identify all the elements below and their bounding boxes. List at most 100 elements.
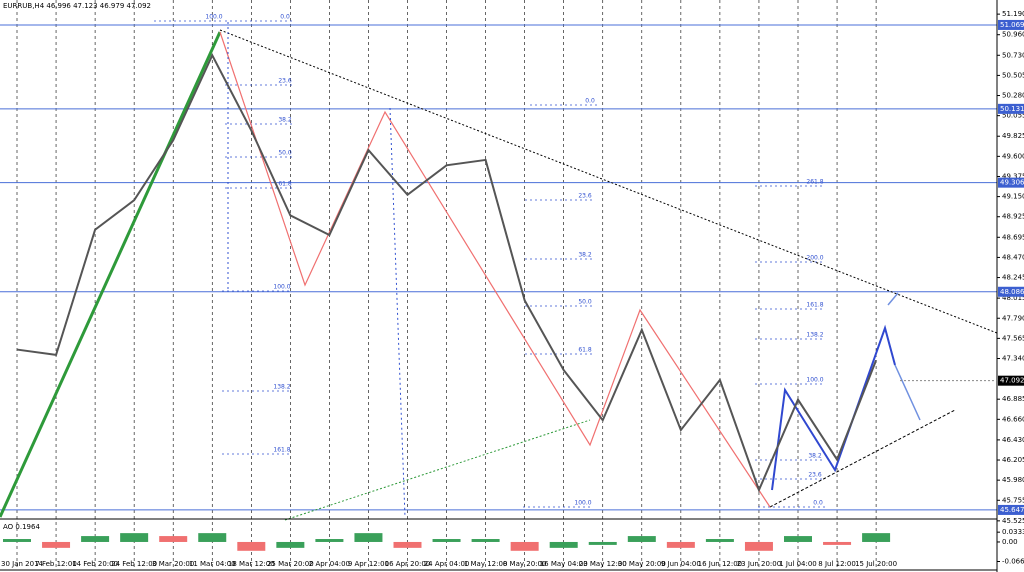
fib-label: 23.6 xyxy=(278,78,292,85)
x-tick-label: 7 Feb 12:00 xyxy=(35,560,76,568)
indicator-tick-label: -0.0663 xyxy=(1002,557,1024,565)
y-tick-label: 50.730 xyxy=(1002,51,1024,59)
x-tick-label: 16 Jun 12:00 xyxy=(698,560,742,568)
level-box xyxy=(998,504,1024,515)
x-tick-label: 15 Jul 20:00 xyxy=(855,560,897,568)
indicator-title: AO 0.1964 xyxy=(3,523,40,531)
trend-line xyxy=(219,29,998,334)
indicator-bar xyxy=(784,536,812,542)
fib-label: 100.0 xyxy=(205,14,222,21)
x-tick-label: 3 Mar 20:00 xyxy=(152,560,194,568)
projection-arrow xyxy=(887,292,899,306)
fib-label: 0.0 xyxy=(585,98,595,105)
fib-label: 50.0 xyxy=(578,299,592,306)
fib-label: 261.8 xyxy=(806,179,823,186)
y-tick-label: 49.375 xyxy=(1002,172,1024,180)
y-tick-label: 47.340 xyxy=(1002,355,1024,363)
level-box xyxy=(998,103,1024,114)
y-tick-label: 48.925 xyxy=(1002,213,1024,221)
level-label: 49.306 xyxy=(1000,179,1024,187)
indicator-bar xyxy=(315,539,344,542)
fib-line xyxy=(389,107,406,518)
y-tick-label: 50.960 xyxy=(1002,31,1024,39)
indicator-bar xyxy=(823,541,852,545)
level-label: 51.069 xyxy=(1000,21,1024,29)
fib-label: 100.0 xyxy=(806,377,823,384)
indicator-bar xyxy=(705,539,734,542)
trend-line xyxy=(0,31,222,518)
level-label: 50.131 xyxy=(1000,105,1024,113)
x-tick-label: 23 May 12:00 xyxy=(579,560,627,568)
y-tick-label: 48.015 xyxy=(1002,294,1024,302)
x-tick-label: 25 Mar 20:00 xyxy=(267,560,314,568)
x-tick-label: 18 Mar 12:00 xyxy=(228,560,275,568)
fib-label: 61.8 xyxy=(578,347,592,354)
indicator-bar xyxy=(3,539,31,542)
y-tick-label: 48.245 xyxy=(1002,274,1024,282)
projection-arrow xyxy=(894,364,921,421)
y-tick-label: 49.825 xyxy=(1002,132,1024,140)
x-tick-label: 2 Apr 04:00 xyxy=(309,560,350,568)
indicator-bar xyxy=(393,541,422,548)
fib-label: 61.8 xyxy=(278,181,292,188)
indicator-bar xyxy=(237,541,266,551)
level-box xyxy=(998,177,1024,188)
x-tick-label: 24 Apr 04:00 xyxy=(424,560,470,568)
x-tick-label: 16 Apr 20:00 xyxy=(385,560,431,568)
indicator-bar xyxy=(198,533,227,542)
x-tick-label: 30 Jan 2014 xyxy=(1,560,44,568)
current-price-label: 47.092 xyxy=(1000,377,1024,385)
y-tick-label: 46.885 xyxy=(1002,395,1024,403)
indicator-bar xyxy=(42,541,71,548)
y-tick-label: 50.280 xyxy=(1002,92,1024,100)
y-tick-label: 51.190 xyxy=(1002,10,1024,18)
chart-title: EURRUB,H4 46.996 47.123 46.979 47.092 xyxy=(3,2,151,10)
y-tick-label: 45.525 xyxy=(1002,517,1024,525)
y-tick-label: 46.430 xyxy=(1002,436,1024,444)
y-tick-label: 46.205 xyxy=(1002,456,1024,464)
x-tick-label: 16 May 04:00 xyxy=(540,560,588,568)
analysis-objects xyxy=(0,22,998,521)
x-tick-label: 8 Jul 12:00 xyxy=(818,560,856,568)
x-tick-label: 1 Jul 04:00 xyxy=(779,560,817,568)
level-box xyxy=(998,286,1024,297)
fib-label: 161.8 xyxy=(806,302,823,309)
level-box xyxy=(998,19,1024,30)
y-tick-label: 47.565 xyxy=(1002,334,1024,342)
grid xyxy=(0,0,997,570)
fib-label: 100.0 xyxy=(574,500,591,507)
fib-label: 38.2 xyxy=(578,252,592,259)
wave-line xyxy=(219,31,771,508)
indicator-bar xyxy=(276,541,305,548)
indicator-bar xyxy=(510,541,539,551)
level-label: 45.647 xyxy=(1000,506,1024,514)
fib-label: 38.2 xyxy=(808,453,822,460)
y-tick-label: 49.150 xyxy=(1002,193,1024,201)
fib-label: 200.0 xyxy=(806,255,823,262)
indicator-bar xyxy=(744,541,773,551)
indicator-bar xyxy=(81,536,110,542)
y-tick-label: 48.695 xyxy=(1002,233,1024,241)
x-tick-label: 9 Apr 12:00 xyxy=(348,560,389,568)
y-tick-label: 49.600 xyxy=(1002,152,1024,160)
indicator-bar xyxy=(588,541,617,545)
fib-label: 100.0 xyxy=(273,284,290,291)
x-tick-label: 23 Jun 20:00 xyxy=(737,560,781,568)
indicator-bar xyxy=(471,539,500,542)
y-tick-label: 45.980 xyxy=(1002,476,1024,484)
fib-label: 138.2 xyxy=(806,332,823,339)
fib-label: 0.0 xyxy=(813,500,823,507)
indicator-bar xyxy=(354,533,383,542)
level-label: 48.086 xyxy=(1000,288,1024,296)
x-tick-label: 30 May 20:00 xyxy=(618,560,666,568)
fib-label: 138.2 xyxy=(273,384,290,391)
x-tick-label: 11 Mar 04:00 xyxy=(189,560,236,568)
fib-label: 38.2 xyxy=(278,117,292,124)
fib-label: 23.6 xyxy=(578,193,592,200)
indicator-tick-label: 0.0333 xyxy=(1002,528,1024,536)
indicator-bar xyxy=(432,539,461,542)
indicator-bar xyxy=(666,541,695,548)
indicator-tick-label: 0.00 xyxy=(1002,538,1018,546)
indicator-bar xyxy=(627,536,656,542)
